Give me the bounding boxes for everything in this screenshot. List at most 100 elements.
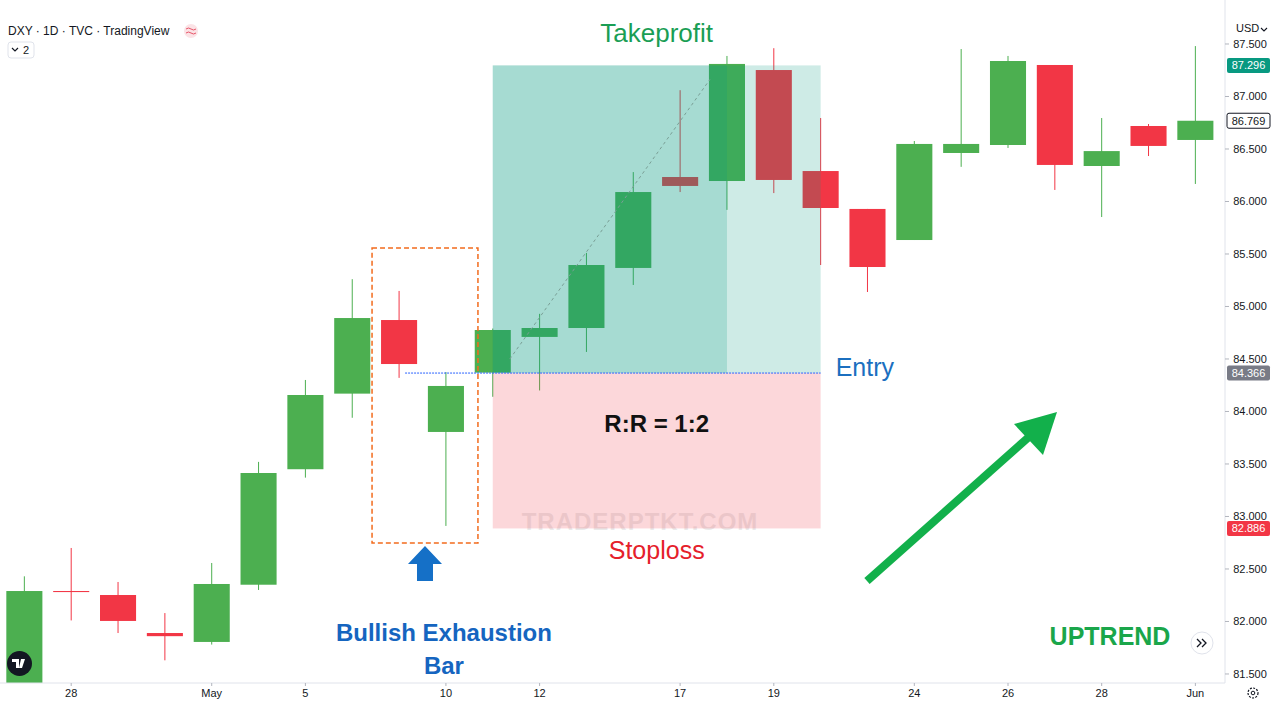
y-axis-line [1225,0,1226,683]
settings-icon[interactable] [1248,688,1258,698]
y-tick [1225,621,1229,622]
scroll-button-icon [1197,639,1206,647]
y-tick [1225,516,1229,517]
logo-mark [12,659,25,668]
x-tick [773,683,774,686]
x-tick-label: 19 [768,687,780,699]
y-tick-label: 84.000 [1233,405,1267,417]
y-tick [1225,96,1229,97]
y-tick [1225,568,1229,569]
x-tick [445,683,446,686]
chart: TRADERPTKT.COMBullish ExhaustionBarTakep… [0,0,1280,720]
profit-zone-reached [493,65,727,373]
y-tick [1225,673,1229,674]
y-tick-label: 87.000 [1233,90,1267,102]
badge-count: 2 [23,44,29,56]
pattern-label: Bullish Exhaustion [336,619,552,646]
page: {"chart_data": { "type": "candlestick", … [0,0,1280,720]
price-tag-label: 84.366 [1232,367,1266,379]
plot-area [6,46,1213,683]
loss-zone [493,373,821,528]
y-tick-label: 86.000 [1233,195,1267,207]
price-tag-label: 82.886 [1232,522,1266,534]
candle-body [1084,151,1120,166]
y-tick [1225,306,1229,307]
y-tick [1225,253,1229,254]
y-tick-label: 87.500 [1233,38,1267,50]
take-profit-label: Takeprofit [600,18,713,48]
price-tag [1227,366,1270,381]
x-tick-label: 26 [1002,687,1014,699]
header-title: DXY · 1D · TVC · TradingView [8,24,170,38]
candle-body [990,61,1026,145]
x-tick [1008,683,1009,686]
x-tick-label: Jun [1186,687,1204,699]
price-tag [1227,521,1270,536]
candle-body [147,633,183,636]
header-badge [8,42,34,58]
x-tick-label: 24 [908,687,920,699]
pattern-box [372,248,478,543]
y-tick [1225,358,1229,359]
candle-body [1130,126,1166,146]
y-tick [1225,43,1229,44]
x-tick [305,683,306,686]
candle-wick [71,548,72,620]
x-tick [211,683,212,686]
x-tick [914,683,915,686]
y-tick-label: 82.500 [1233,563,1267,575]
candle-body [6,591,42,683]
candle-body [334,318,370,394]
stop-loss-label: Stoploss [609,536,705,564]
candle-body [943,144,979,153]
candle-body [194,584,230,642]
entry-label: Entry [836,353,895,381]
candle-body [100,595,136,621]
header-icon-waves [186,28,196,34]
position-tool [405,65,821,528]
price-tag [1227,113,1270,128]
trend-arrow-head [1014,412,1057,455]
y-tick [1225,148,1229,149]
x-tick [680,683,681,686]
y-tick [1225,463,1229,464]
scroll-button[interactable] [1191,632,1213,654]
candle-body [381,320,417,364]
x-tick-label: 17 [674,687,686,699]
pattern-arrow [408,546,442,581]
candle-body [241,473,277,585]
y-tick-label: 81.500 [1233,668,1267,680]
x-tick [71,683,72,686]
settings-icon-core [1251,691,1255,695]
x-tick-label: 10 [440,687,452,699]
currency-caret [1261,28,1267,31]
trend-label: UPTREND [1050,622,1171,650]
candle-body [849,209,885,267]
background [0,0,1280,720]
profit-zone [493,65,821,373]
y-tick-label: 85.500 [1233,248,1267,260]
header-icon [184,24,198,38]
price-tag [1227,58,1270,73]
currency: USD [1236,22,1259,34]
badge-chevron [12,48,18,51]
x-tick [1101,683,1102,686]
x-tick-label: 28 [65,687,77,699]
candle-body [287,395,323,469]
price-tag-label: 87.296 [1232,59,1266,71]
candle-body [1177,121,1213,140]
price-tag-label: 86.769 [1232,115,1266,127]
x-axis-line [0,683,1225,684]
y-tick [1225,201,1229,202]
entry-line [405,373,821,374]
candle-body [1037,65,1073,165]
trend-arrow [867,436,1030,581]
y-tick-label: 82.000 [1233,615,1267,627]
x-tick-label: 12 [533,687,545,699]
y-tick-label: 83.000 [1233,510,1267,522]
ratio-label: R:R = 1:2 [604,410,709,437]
x-tick [1195,683,1196,686]
y-tick-label: 84.500 [1233,353,1267,365]
y-tick-label: 86.500 [1233,143,1267,155]
y-tick-label: 83.500 [1233,458,1267,470]
